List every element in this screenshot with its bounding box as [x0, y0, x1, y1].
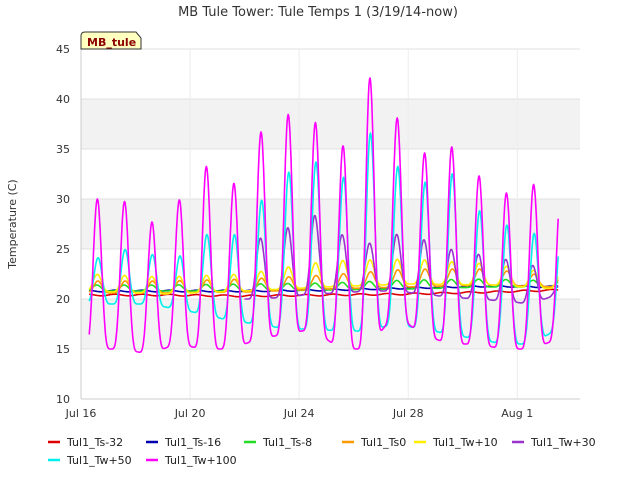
y-tick-label: 30 — [56, 193, 70, 206]
grid-band — [81, 99, 580, 149]
site-badge: MB_tule — [80, 31, 142, 50]
legend-label: Tul1_Ts-16 — [164, 436, 221, 449]
legend-label: Tul1_Tw+100 — [164, 454, 237, 467]
y-tick-label: 25 — [56, 243, 70, 256]
grid-band — [81, 199, 580, 249]
grid-bands — [81, 99, 580, 349]
legend-label: Tul1_Ts-8 — [262, 436, 312, 449]
legend-item: Tul1_Ts-16 — [146, 436, 221, 449]
legend-label: Tul1_Tw+10 — [432, 436, 498, 449]
legend: Tul1_Ts-32 Tul1_Ts-16 Tul1_Ts-8 Tul1_Ts0 Tul… — [48, 436, 596, 467]
y-axis-label: Temperature (C) — [6, 179, 19, 269]
y-tick-label: 35 — [56, 143, 70, 156]
site-badge-shape — [80, 31, 142, 50]
legend-item: Tul1_Tw+100 — [146, 454, 237, 467]
legend-label: Tul1_Ts-32 — [66, 436, 123, 449]
axes — [80, 49, 580, 400]
x-ticks: Jul 16 Jul 20 Jul 24 Jul 28 Aug 1 — [65, 407, 534, 420]
x-tick-label: Jul 16 — [65, 407, 97, 420]
series-line-tul1-tw-30 — [244, 214, 559, 304]
y-tick-label: 15 — [56, 343, 70, 356]
chart-title: MB Tule Tower: Tule Temps 1 (3/19/14-now… — [178, 5, 458, 20]
y-tick-label: 45 — [56, 43, 70, 56]
series-layer — [88, 77, 559, 354]
legend-item: Tul1_Tw+50 — [48, 454, 132, 467]
y-tick-label: 40 — [56, 93, 70, 106]
legend-label: Tul1_Ts0 — [360, 436, 406, 449]
x-tick-label: Aug 1 — [501, 407, 533, 420]
legend-label: Tul1_Tw+30 — [530, 436, 596, 449]
series-line-tul1-tw-10 — [88, 258, 559, 295]
legend-item: Tul1_Ts0 — [342, 436, 406, 449]
legend-item: Tul1_Ts-8 — [244, 436, 312, 449]
site-badge-label: MB_tule — [87, 36, 136, 49]
y-tick-label: 10 — [56, 393, 70, 406]
x-tick-label: Jul 28 — [392, 407, 424, 420]
x-tick-label: Jul 20 — [174, 407, 206, 420]
series-line-tul1-tw-100 — [88, 77, 559, 354]
x-tick-label: Jul 24 — [283, 407, 315, 420]
legend-item: Tul1_Tw+30 — [512, 436, 596, 449]
legend-label: Tul1_Tw+50 — [66, 454, 132, 467]
legend-item: Tul1_Ts-32 — [48, 436, 123, 449]
legend-item: Tul1_Tw+10 — [414, 436, 498, 449]
y-ticks: 10 15 20 25 30 35 40 45 — [56, 43, 70, 406]
y-tick-label: 20 — [56, 293, 70, 306]
